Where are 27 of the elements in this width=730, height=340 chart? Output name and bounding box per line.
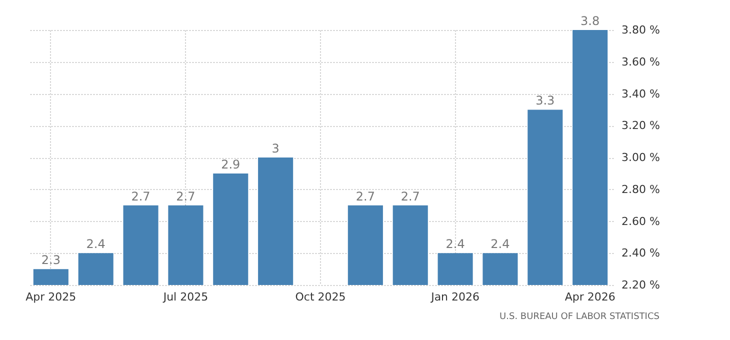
y-tick-label: 2.40 % [622, 246, 660, 260]
data-label: 2.9 [221, 157, 240, 172]
y-tick-label: 3.00 % [622, 151, 660, 164]
x-tick-label: Apr 2026 [564, 290, 616, 304]
data-label: 2.4 [446, 237, 465, 252]
y-tick-label: 2.80 % [622, 182, 660, 196]
data-label: 2.7 [400, 189, 420, 204]
y-tick-label: 3.80 % [622, 24, 660, 36]
data-label: 2.3 [41, 253, 60, 268]
data-label: 2.4 [490, 237, 510, 252]
data-label: 2.7 [131, 189, 150, 204]
x-tick-label: Apr 2025 [26, 290, 76, 304]
data-label: 3 [272, 142, 280, 156]
x-tick-label: Oct 2025 [295, 290, 346, 304]
text: U.S. BUREAU OF LABOR STATISTICS [500, 312, 660, 322]
y-tick-label: 3.60 % [622, 55, 660, 68]
y-tick-label: 3.40 % [622, 87, 660, 100]
y-tick-label: 2.60 % [622, 214, 660, 228]
data-label: 3.8 [580, 14, 600, 28]
data-label: 2.7 [176, 189, 196, 204]
data-label: 2.7 [356, 189, 375, 204]
data-label: 3.3 [536, 94, 555, 108]
y-tick-label: 2.20 % [622, 278, 660, 292]
y-tick-label: 3.20 % [622, 119, 660, 132]
data-label: 2.4 [86, 237, 106, 252]
x-tick-label: Jul 2025 [162, 290, 208, 304]
x-tick-label: Jan 2026 [430, 290, 480, 304]
